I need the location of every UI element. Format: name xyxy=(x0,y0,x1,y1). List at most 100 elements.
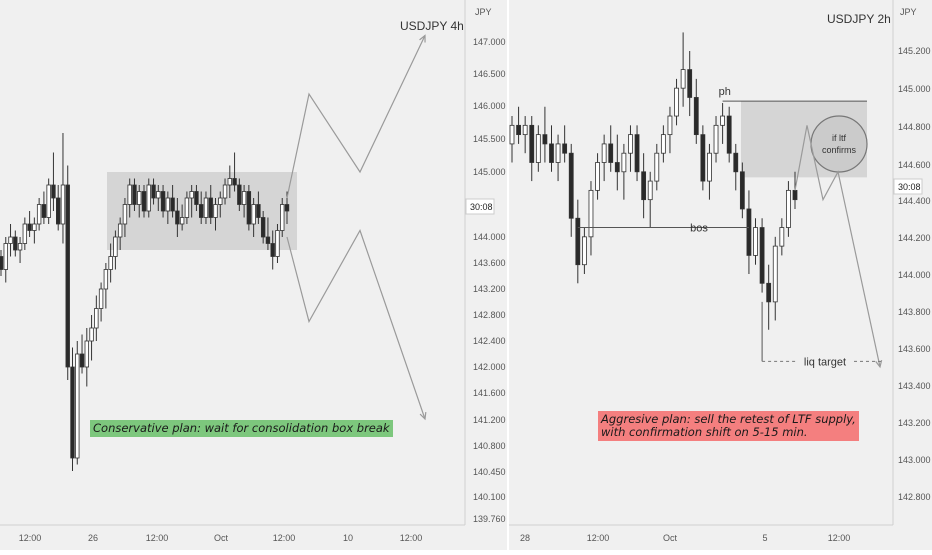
time-tick-label: Oct xyxy=(663,533,678,543)
candle-body-bull xyxy=(156,191,161,199)
candle xyxy=(700,125,706,191)
candle-body-bear xyxy=(614,162,620,173)
candle-body-bear xyxy=(41,204,47,218)
candle-body-bear xyxy=(700,134,706,182)
candle xyxy=(189,185,194,218)
candle xyxy=(165,191,171,224)
candle xyxy=(3,237,8,283)
current-price-badge xyxy=(465,198,495,215)
aggressive-plan-line2: with confirmation shift on 5-15 min. xyxy=(601,425,808,439)
candle xyxy=(588,181,594,256)
candle xyxy=(32,217,37,244)
time-tick-label: Oct xyxy=(214,533,229,543)
candle-body-bull xyxy=(117,223,123,238)
candle xyxy=(46,178,51,224)
candle-body-bull xyxy=(127,184,132,205)
candle xyxy=(213,198,218,231)
candle xyxy=(516,106,521,144)
candle-body-bear xyxy=(746,208,752,256)
chart-panel-4h[interactable]: JPY 147.000 146.500 146.000 145.500 145.000 14… xyxy=(0,0,507,550)
price-tick-label: 144.000 xyxy=(898,270,931,280)
candle xyxy=(772,236,778,321)
time-tick-label: 12:00 xyxy=(273,533,296,543)
candle xyxy=(575,199,581,284)
price-tick-label: 144.800 xyxy=(898,122,931,132)
candle-body-bull xyxy=(720,115,726,126)
candle xyxy=(509,116,515,163)
bullish-scenario-path xyxy=(286,35,426,199)
candle xyxy=(555,134,561,182)
candle xyxy=(275,224,280,263)
candle xyxy=(179,204,185,231)
candle xyxy=(184,191,190,224)
candle xyxy=(260,211,266,244)
candle xyxy=(237,178,242,211)
candle-body-bull xyxy=(555,143,561,163)
candle xyxy=(753,218,758,265)
candle xyxy=(113,230,118,270)
candle xyxy=(151,178,156,205)
candle-body-bull xyxy=(621,152,627,173)
candle-body-bull xyxy=(108,256,113,270)
chart-title-4h: USDJPY 4h xyxy=(400,19,464,33)
price-tick-label: 140.450 xyxy=(473,467,506,477)
chart-panel-2h[interactable]: JPY 145.200 145.000 144.800 144.600 144.400 14… xyxy=(509,0,932,550)
candle xyxy=(542,106,548,163)
candle-body-bull xyxy=(113,236,118,257)
candle-body-bull xyxy=(3,243,8,270)
candle xyxy=(41,191,47,224)
candle-body-bear xyxy=(641,171,647,201)
candle xyxy=(222,178,228,205)
candle xyxy=(208,185,213,224)
candle-body-bull xyxy=(628,134,633,154)
candle-body-bear xyxy=(237,184,242,205)
candle-body-bull xyxy=(660,134,666,154)
price-tick-label: 140.100 xyxy=(473,492,506,502)
price-tick-label: 142.000 xyxy=(473,362,506,372)
candle-body-bull xyxy=(94,308,99,329)
candle xyxy=(522,116,528,154)
bos-label: bos xyxy=(690,223,708,235)
time-tick-label: 12:00 xyxy=(146,533,169,543)
price-tick-label: 144.400 xyxy=(898,196,931,206)
candle xyxy=(614,134,620,191)
confirmation-label-line2: confirms xyxy=(822,145,857,155)
candle-body-bear xyxy=(256,204,261,218)
candle-body-bull xyxy=(17,243,23,251)
price-tick-label: 144.000 xyxy=(473,232,506,242)
candle xyxy=(232,152,237,192)
candle xyxy=(251,198,256,237)
candle-body-bear xyxy=(529,124,535,163)
candle-body-bear xyxy=(194,191,199,205)
aggressive-plan-line1: Aggresive plan: sell the retest of LTF s… xyxy=(601,412,856,426)
price-tick-label: 142.800 xyxy=(898,492,931,502)
candle xyxy=(51,152,56,211)
candle xyxy=(108,243,113,283)
candle xyxy=(786,181,791,237)
candle-body-bear xyxy=(198,204,204,218)
candle xyxy=(203,191,209,224)
candle-body-bear xyxy=(792,189,798,201)
candle xyxy=(759,218,765,293)
current-price-badge xyxy=(893,178,923,195)
candle-body-bull xyxy=(674,87,679,117)
confirmation-circle xyxy=(810,115,868,173)
candle-body-bear xyxy=(766,282,772,303)
candle-body-bear xyxy=(568,152,574,219)
candle xyxy=(36,198,42,231)
candle-body-bear xyxy=(141,191,147,212)
aggressive-plan-note: Aggresive plan: sell the retest of LTF s… xyxy=(598,411,859,441)
candle-body-bear xyxy=(170,197,175,212)
candle xyxy=(198,191,204,224)
candle-body-bull xyxy=(84,340,89,368)
candle-body-bull xyxy=(588,189,594,238)
candle-body-bull xyxy=(601,143,607,163)
candle-body-bull xyxy=(753,227,758,256)
candle xyxy=(13,230,18,257)
candle-body-bear xyxy=(549,143,554,163)
candle xyxy=(779,218,785,256)
candle xyxy=(713,116,719,163)
candle xyxy=(75,341,80,465)
candle-body-bull xyxy=(647,180,653,201)
candle xyxy=(595,153,600,200)
